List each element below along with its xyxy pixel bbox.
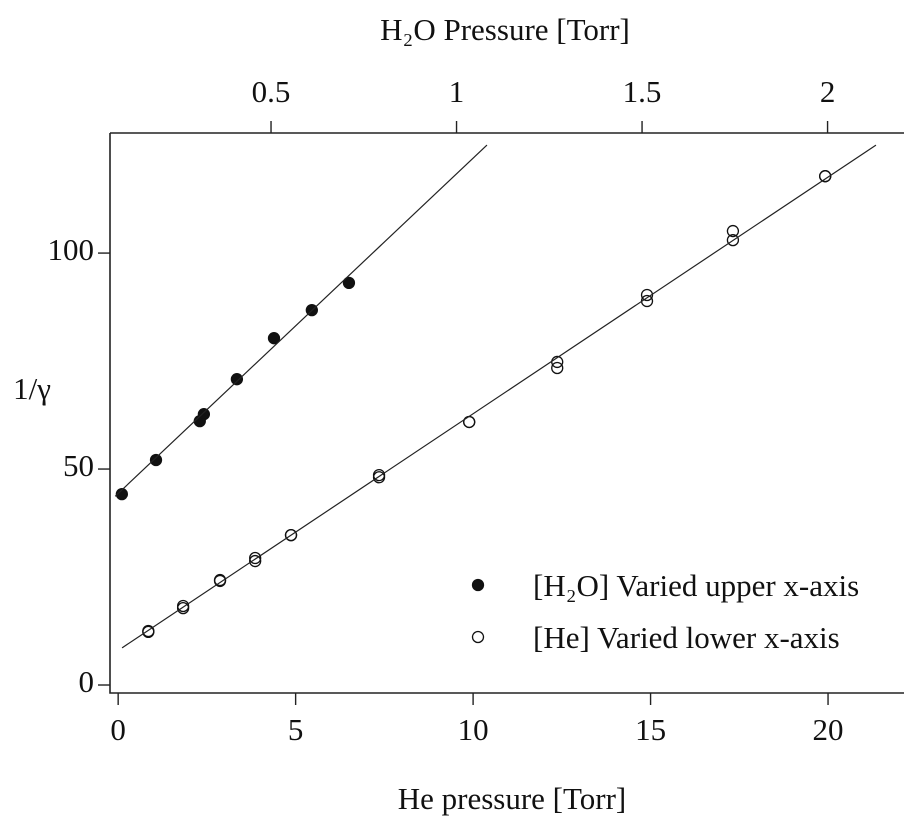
data-point xyxy=(142,624,155,638)
data-point xyxy=(213,574,227,588)
legend-marker xyxy=(471,578,485,592)
legend-marker xyxy=(471,630,485,644)
chart-title: H₂O Pressure [Torr] xyxy=(380,12,630,47)
x-tick-label: 15 xyxy=(635,712,666,747)
x2-tick-label: 0.5 xyxy=(252,74,291,109)
data-point xyxy=(249,551,262,565)
y-tick-label: 50 xyxy=(63,448,94,483)
x2-tick-label: 1.5 xyxy=(623,74,662,109)
x-axis-label: He pressure [Torr] xyxy=(398,781,627,816)
data-point xyxy=(726,224,740,238)
data-point xyxy=(640,288,654,302)
x-tick-label: 5 xyxy=(288,712,304,747)
data-point xyxy=(726,233,740,247)
x2-tick-label: 1 xyxy=(449,74,465,109)
y-tick-label: 0 xyxy=(79,664,95,699)
data-point xyxy=(176,599,190,613)
data-point xyxy=(342,276,356,290)
data-point xyxy=(819,170,832,183)
data-point xyxy=(149,453,163,467)
x-tick-label: 0 xyxy=(110,712,126,747)
data-point xyxy=(284,528,298,542)
axis-frame xyxy=(109,132,904,694)
x-tick-label: 20 xyxy=(813,712,844,747)
data-point xyxy=(463,415,476,429)
data-point xyxy=(372,468,386,482)
x2-tick-label: 2 xyxy=(820,74,836,109)
fit-line xyxy=(114,144,488,497)
x-tick-label: 10 xyxy=(458,712,489,747)
data-point xyxy=(115,487,129,501)
y-tick-label: 100 xyxy=(48,232,95,267)
data-point xyxy=(249,554,262,568)
data-point xyxy=(197,408,211,421)
legend-label: [H₂O] Varied upper x-axis xyxy=(533,568,859,603)
legend-label: [He] Varied lower x-axis xyxy=(533,620,840,655)
data-point xyxy=(267,332,281,345)
fit-line xyxy=(121,144,877,649)
y-axis-label: 1/γ xyxy=(13,371,51,406)
data-point xyxy=(230,373,244,386)
data-point xyxy=(551,361,564,375)
